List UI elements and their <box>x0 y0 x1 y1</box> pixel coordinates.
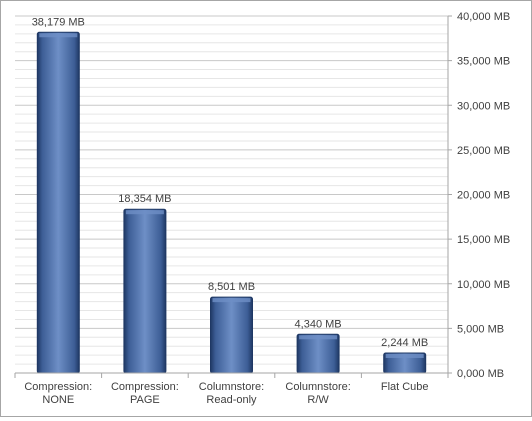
bar-data-label: 38,179 MB <box>32 16 85 28</box>
axes <box>14 15 452 378</box>
bar-data-label: 18,354 MB <box>118 193 171 205</box>
bar-bevel <box>299 335 338 340</box>
bar <box>123 208 167 374</box>
bar-bevel <box>125 210 164 215</box>
bar-bevel <box>212 298 251 303</box>
x-tick-label: Compression: PAGE <box>111 381 179 406</box>
y-tick-label: 5,000 MB <box>457 323 504 335</box>
y-tick-label: 40,000 MB <box>457 11 510 23</box>
y-tick-label: 10,000 MB <box>457 279 510 291</box>
bar-bevel <box>39 33 78 38</box>
y-tick-label: 20,000 MB <box>457 190 510 202</box>
bar-bevel <box>385 353 424 358</box>
bar-data-label: 8,501 MB <box>208 281 255 293</box>
y-tick-label: 25,000 MB <box>457 145 510 157</box>
bar <box>210 296 253 374</box>
labels: 0,000 MB 5,000 MB 10,000 MB 15,000 MB 20,000… <box>24 11 510 406</box>
bar-data-label: 4,340 MB <box>295 318 342 330</box>
x-tick-label: Columnstore: R/W <box>285 381 350 406</box>
y-tick-label: 35,000 MB <box>457 56 510 68</box>
y-tick-label: 15,000 MB <box>457 234 510 246</box>
x-tick-label: Columnstore: Read-only <box>199 381 264 406</box>
y-tick-label: 30,000 MB <box>457 100 510 112</box>
bar-data-label: 2,244 MB <box>381 337 428 349</box>
x-tick-label: Flat Cube <box>381 381 429 393</box>
bar <box>296 333 340 374</box>
bars <box>36 31 427 374</box>
gridlines <box>15 15 448 374</box>
y-tick-label: 0,000 MB <box>457 368 504 380</box>
bar <box>36 31 80 374</box>
x-tick-label: Compression: NONE <box>24 381 92 406</box>
